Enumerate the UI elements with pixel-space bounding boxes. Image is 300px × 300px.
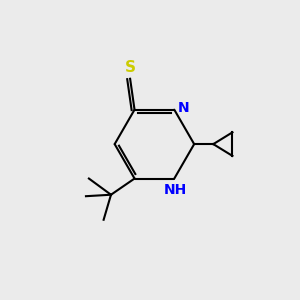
- Text: NH: NH: [163, 183, 187, 197]
- Text: S: S: [124, 60, 136, 75]
- Text: N: N: [178, 101, 190, 115]
